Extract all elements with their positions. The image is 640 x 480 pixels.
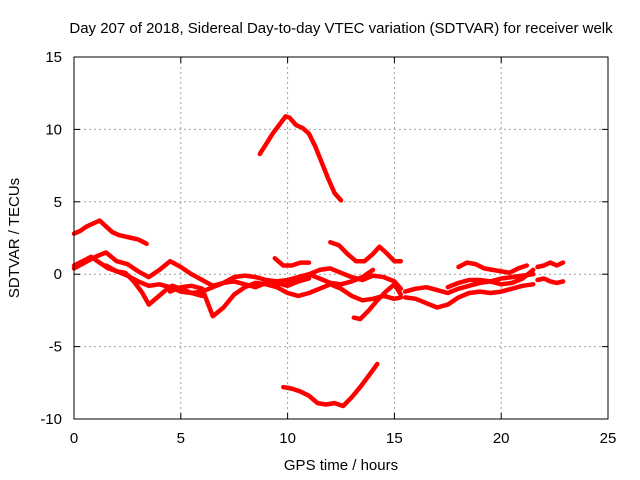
y-axis-title: SDTVAR / TECUs bbox=[6, 178, 23, 298]
y-tick-label: 5 bbox=[54, 194, 62, 211]
series-arc-late-c bbox=[456, 260, 530, 276]
x-tick-label: 0 bbox=[70, 430, 78, 447]
x-axis-title: GPS time / hours bbox=[284, 457, 398, 474]
series-arc-end-b bbox=[535, 276, 566, 286]
frame-layer bbox=[73, 56, 609, 420]
series-arc-late-b bbox=[402, 282, 536, 310]
x-tick-label: 5 bbox=[177, 430, 185, 447]
y-tick-label: -10 bbox=[40, 411, 62, 428]
series-arc-end-a bbox=[535, 260, 566, 270]
y-tick-label: 10 bbox=[45, 121, 62, 138]
x-tick-label: 20 bbox=[493, 430, 510, 447]
series-arc-low-trough bbox=[281, 361, 380, 409]
series-arc-mid-bump bbox=[328, 240, 404, 264]
grid-layer bbox=[74, 57, 608, 419]
series-arc-early-hump bbox=[71, 218, 149, 247]
series-arc-wave-c bbox=[167, 280, 404, 319]
series-arc-wave-b bbox=[103, 263, 376, 296]
series-arc-high-peak bbox=[257, 114, 344, 203]
plot-frame bbox=[73, 56, 609, 420]
ticks-layer: 0 5 10 15 20 25 -10 -5 0 5 10 15 bbox=[40, 49, 616, 447]
x-tick-label: 25 bbox=[600, 430, 617, 447]
series-arc-short-top bbox=[272, 256, 312, 268]
x-tick-label: 15 bbox=[386, 430, 403, 447]
y-tick-label: 15 bbox=[45, 49, 62, 66]
series-arc-wave-a bbox=[71, 250, 312, 290]
series-arc-mid-hump bbox=[285, 266, 404, 291]
x-tick-label: 10 bbox=[279, 430, 296, 447]
series-layer bbox=[71, 114, 566, 409]
y-tick-label: -5 bbox=[49, 339, 62, 356]
series-arc-late-a bbox=[402, 267, 536, 296]
chart-title: Day 207 of 2018, Sidereal Day-to-day VTE… bbox=[69, 20, 613, 37]
y-tick-label: 0 bbox=[54, 266, 62, 283]
series-arc-late-d bbox=[445, 271, 536, 290]
